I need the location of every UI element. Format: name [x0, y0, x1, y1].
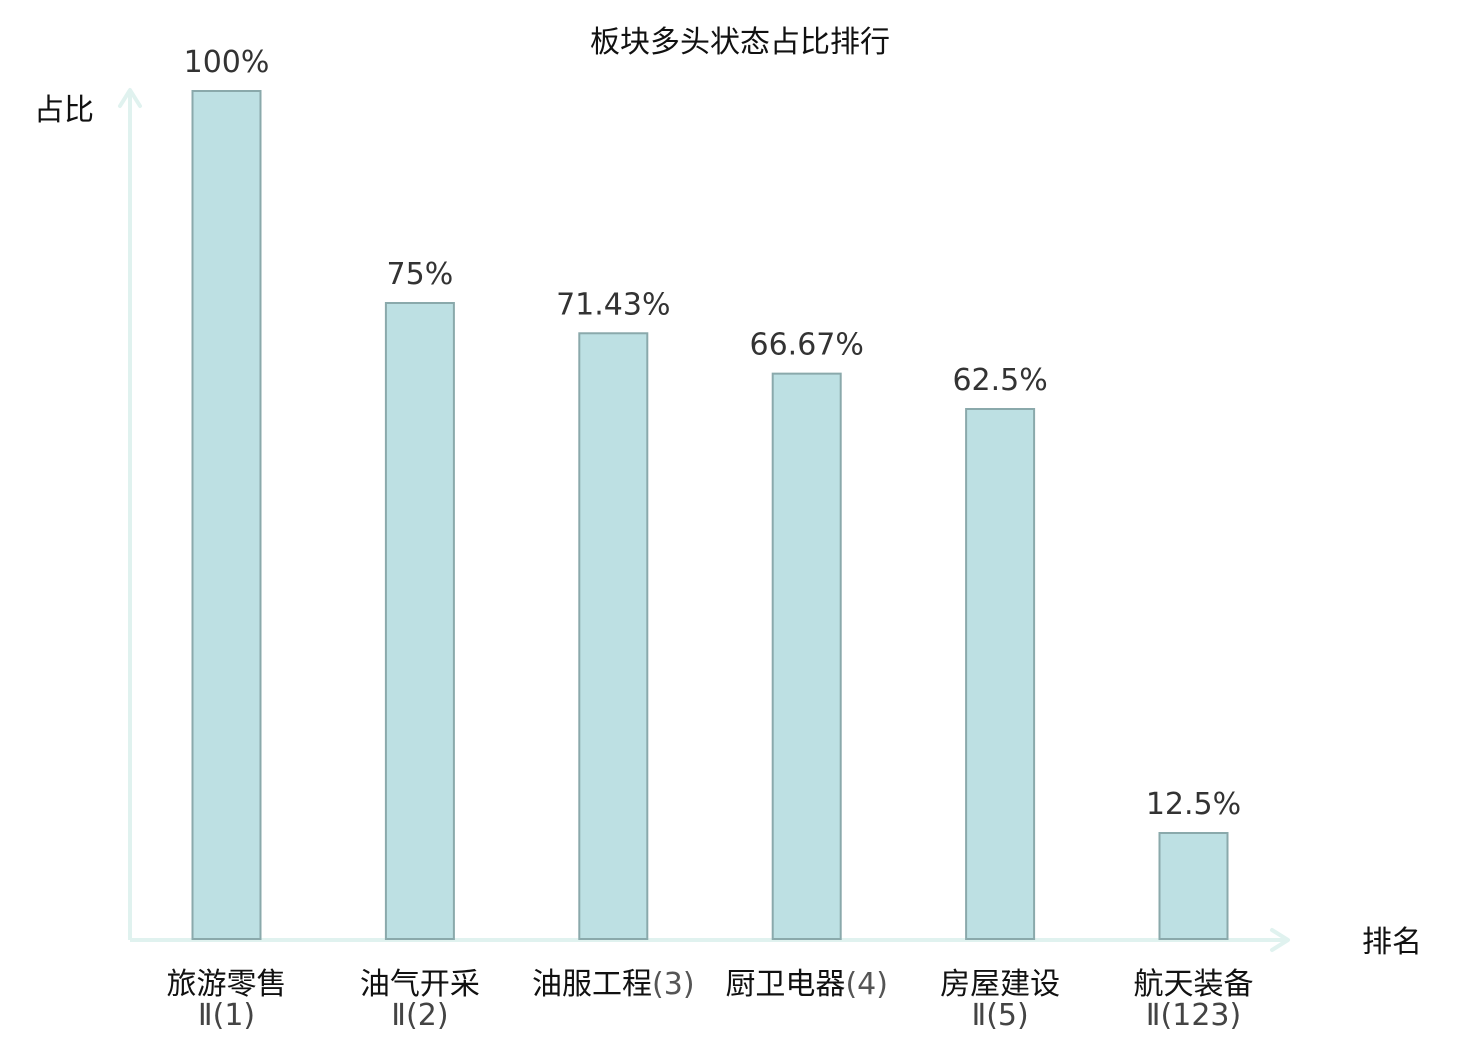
bar [384, 302, 455, 940]
x-tick-sublabel: Ⅱ(5) [971, 998, 1028, 1033]
bar [965, 408, 1036, 940]
chart-title: 板块多头状态占比排行 [590, 25, 890, 60]
x-tick-label: 房屋建设 [940, 967, 1060, 1002]
data-label: 71.43% [556, 287, 670, 322]
y-axis-arrow [118, 88, 142, 108]
data-label: 100% [184, 45, 270, 80]
x-tick-label: 油气开采 [360, 967, 480, 1002]
x-axis-arrow [1270, 928, 1290, 952]
bar [771, 372, 842, 940]
data-label: 75% [387, 257, 454, 292]
x-tick-label: 航天装备 [1134, 967, 1254, 1002]
x-axis-label: 排名 [1362, 925, 1422, 960]
data-label: 12.5% [1146, 787, 1241, 822]
x-tick-label: 旅游零售 [167, 967, 287, 1002]
x-tick-label: 厨卫电器(4) [725, 967, 888, 1002]
data-label: 66.67% [750, 328, 864, 363]
x-tick-sublabel: Ⅱ(1) [198, 998, 255, 1033]
bar [1158, 832, 1229, 940]
x-tick-label: 油服工程(3) [532, 967, 695, 1002]
axes [118, 88, 1290, 952]
y-axis-label: 占比 [34, 93, 94, 128]
bar [578, 332, 649, 940]
bar [191, 90, 262, 940]
bars-group [191, 90, 1229, 940]
x-tick-sublabel: Ⅱ(2) [391, 998, 448, 1033]
value-labels-group: 100% 75% 71.43% 66.67% 62.5% 12.5% [184, 45, 1242, 822]
data-label: 62.5% [952, 363, 1047, 398]
x-tick-sublabel: Ⅱ(123) [1146, 998, 1241, 1033]
